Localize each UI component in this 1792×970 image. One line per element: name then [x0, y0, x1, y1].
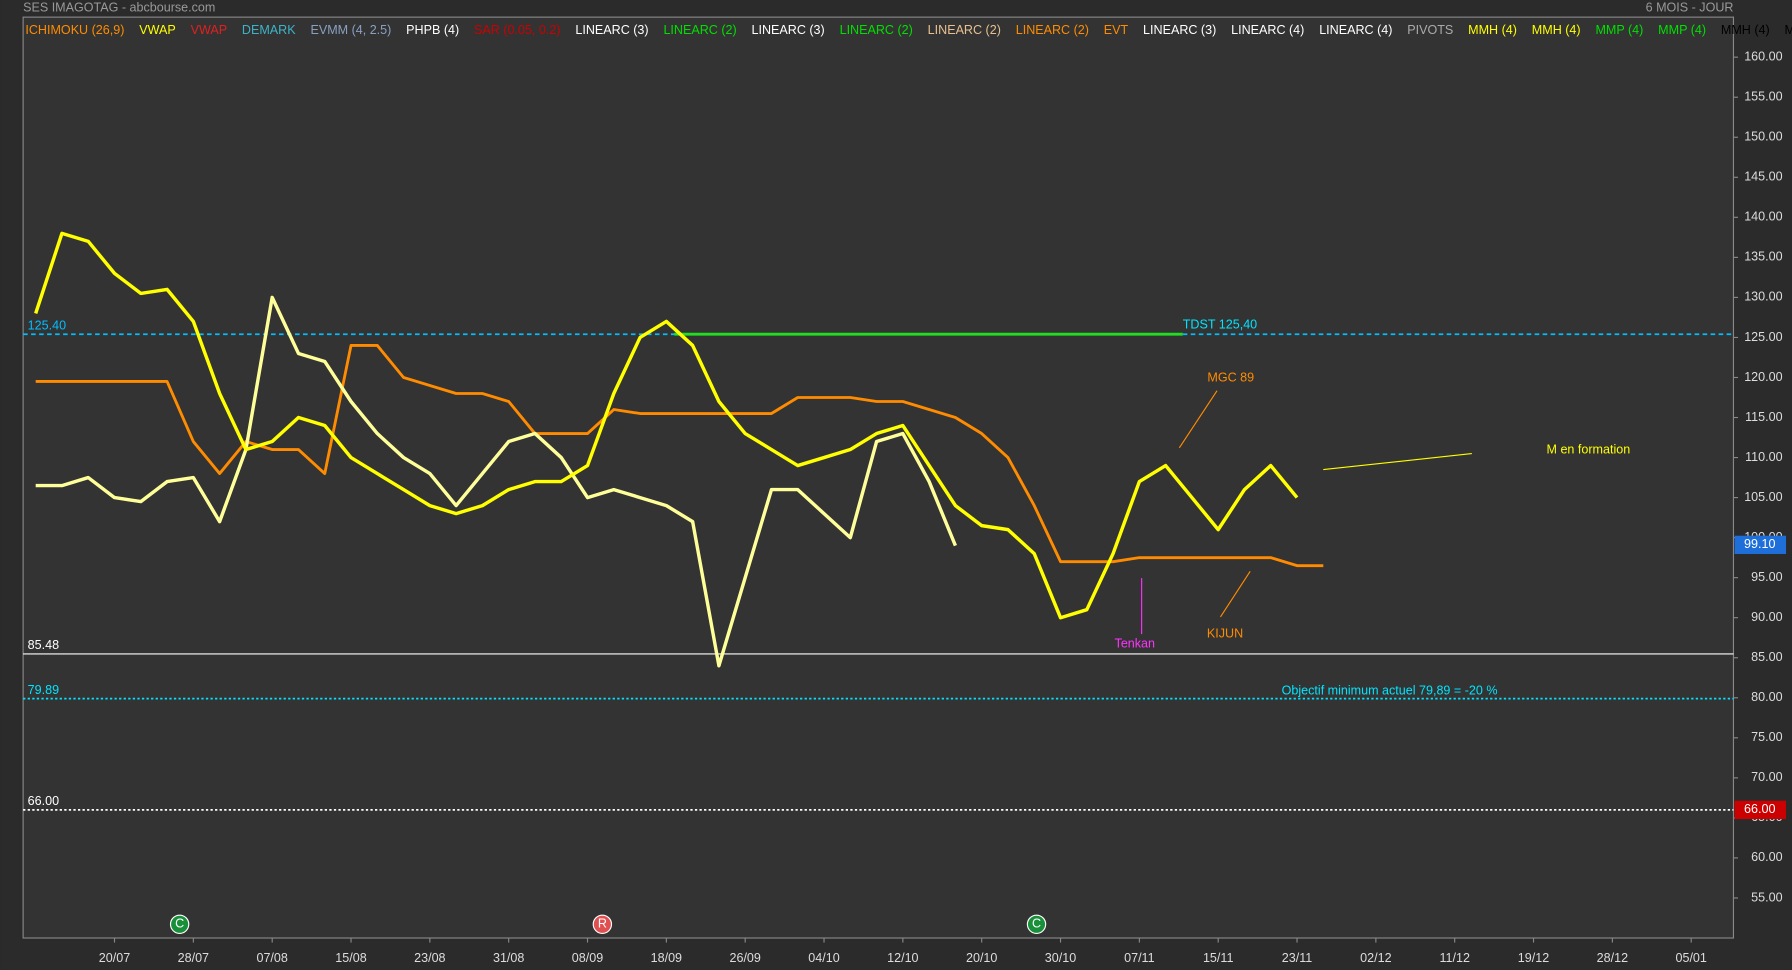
event-marker: [592, 914, 613, 935]
legend-entry: ICHIMOKU (26,9): [25, 23, 124, 37]
x-tick-label: 28/07: [178, 951, 209, 965]
legend-entry: LINEARC (4): [1319, 23, 1392, 37]
legend-entry: MMP (4): [1658, 23, 1706, 37]
price-tag-label: 99.10: [1744, 537, 1775, 551]
x-tick-label: 15/08: [335, 951, 366, 965]
level-label: 125.40: [28, 319, 66, 333]
y-tick-label: 120.00: [1744, 370, 1782, 384]
event-marker: [1026, 914, 1047, 935]
level-label: 66.00: [28, 794, 59, 808]
x-tick-label: 30/10: [1045, 951, 1076, 965]
y-tick-label: 125.00: [1744, 330, 1782, 344]
event-marker: [169, 914, 190, 935]
x-tick-label: 20/07: [99, 951, 130, 965]
x-tick-label: 11/12: [1439, 951, 1469, 965]
legend-entry: MMH (4): [1785, 23, 1792, 37]
legend-entry: VWAP: [191, 23, 227, 37]
y-tick-label: 90.00: [1751, 610, 1782, 624]
legend-entry: VWAP: [139, 23, 175, 37]
x-tick-label: 08/09: [572, 951, 603, 965]
series-line: [35, 295, 957, 668]
legend-entry: LINEARC (2): [1016, 23, 1089, 37]
x-tick-label: 23/08: [414, 951, 445, 965]
y-tick-label: 85.00: [1751, 650, 1782, 664]
legend-entry: SAR (0.05, 0.2): [474, 23, 560, 37]
price-tag-label: 66.00: [1744, 802, 1775, 816]
plot-area: [22, 16, 1735, 939]
event-label: R: [598, 917, 607, 931]
legend-entry: LINEARC (3): [752, 23, 825, 37]
legend-entry: PHPB (4): [406, 23, 459, 37]
x-tick-label: 23/11: [1282, 951, 1312, 965]
legend-entry: LINEARC (2): [928, 23, 1001, 37]
arrow: [1219, 570, 1251, 618]
x-tick-label: 31/08: [493, 951, 524, 965]
y-tick-label: 55.00: [1751, 890, 1782, 904]
legend-entry: LINEARC (3): [1143, 23, 1216, 37]
annotation: Objectif minimum actuel 79,89 = -20 %: [1282, 684, 1498, 698]
x-tick-label: 20/10: [966, 951, 997, 965]
series-line: [34, 231, 1299, 620]
y-tick-label: 70.00: [1751, 770, 1782, 784]
tdst-label: TDST 125,40: [1183, 317, 1257, 331]
y-tick-label: 145.00: [1744, 170, 1782, 184]
x-tick-label: 05/01: [1675, 951, 1706, 965]
legend-entry: PIVOTS: [1407, 23, 1453, 37]
annotation: M en formation: [1547, 442, 1631, 456]
y-tick-label: 80.00: [1751, 690, 1782, 704]
annotation: KIJUN: [1207, 626, 1243, 640]
y-tick-label: 115.00: [1745, 410, 1782, 424]
legend-entry: EVMM (4, 2.5): [310, 23, 391, 37]
y-tick-label: 105.00: [1744, 490, 1782, 504]
y-tick-label: 160.00: [1744, 49, 1782, 63]
x-tick-label: 26/09: [729, 951, 760, 965]
annotation: MGC 89: [1207, 370, 1254, 384]
x-tick-label: 07/11: [1124, 951, 1154, 965]
arrow: [1323, 453, 1472, 471]
x-tick-label: 07/08: [256, 951, 287, 965]
x-tick-label: 04/10: [808, 951, 839, 965]
y-tick-label: 95.00: [1751, 570, 1782, 584]
event-label: C: [175, 917, 184, 931]
legend-entry: MMH (4): [1468, 23, 1517, 37]
legend-entry: EVT: [1104, 23, 1129, 37]
y-tick-label: 150.00: [1744, 130, 1782, 144]
x-tick-label: 28/12: [1597, 951, 1628, 965]
event-label: C: [1032, 917, 1041, 931]
y-tick-label: 110.00: [1745, 450, 1782, 464]
y-tick-label: 60.00: [1751, 850, 1782, 864]
chart-subtitle: 6 MOIS - JOUR: [1646, 0, 1734, 14]
level-label: 79.89: [28, 683, 59, 697]
price-tag: [1734, 800, 1787, 820]
legend-entry: LINEARC (2): [840, 23, 913, 37]
price-tag: [1734, 535, 1787, 554]
y-tick-label: 130.00: [1744, 290, 1782, 304]
legend-entry: MMH (4): [1532, 23, 1581, 37]
x-tick-label: 15/11: [1203, 951, 1233, 965]
y-tick-label: 155.00: [1744, 90, 1782, 104]
x-tick-label: 02/12: [1360, 951, 1391, 965]
annotation: Tenkan: [1115, 637, 1155, 651]
legend-entry: DEMARK: [242, 23, 296, 37]
legend-entry: LINEARC (3): [575, 23, 648, 37]
y-tick-label: 140.00: [1744, 210, 1782, 224]
x-tick-label: 12/10: [887, 951, 918, 965]
legend-entry: MMP (4): [1595, 23, 1643, 37]
arrow: [1178, 390, 1218, 449]
y-tick-label: 135.00: [1744, 250, 1782, 264]
legend-entry: LINEARC (2): [663, 23, 736, 37]
legend-entry: LINEARC (4): [1231, 23, 1304, 37]
level-label: 85.48: [28, 638, 59, 652]
legend-entry: MMH (4): [1721, 23, 1770, 37]
x-tick-label: 18/09: [651, 951, 682, 965]
y-tick-label: 75.00: [1751, 730, 1782, 744]
x-tick-label: 19/12: [1518, 951, 1549, 965]
chart-title: SES IMAGOTAG - abcbourse.com: [23, 0, 215, 14]
